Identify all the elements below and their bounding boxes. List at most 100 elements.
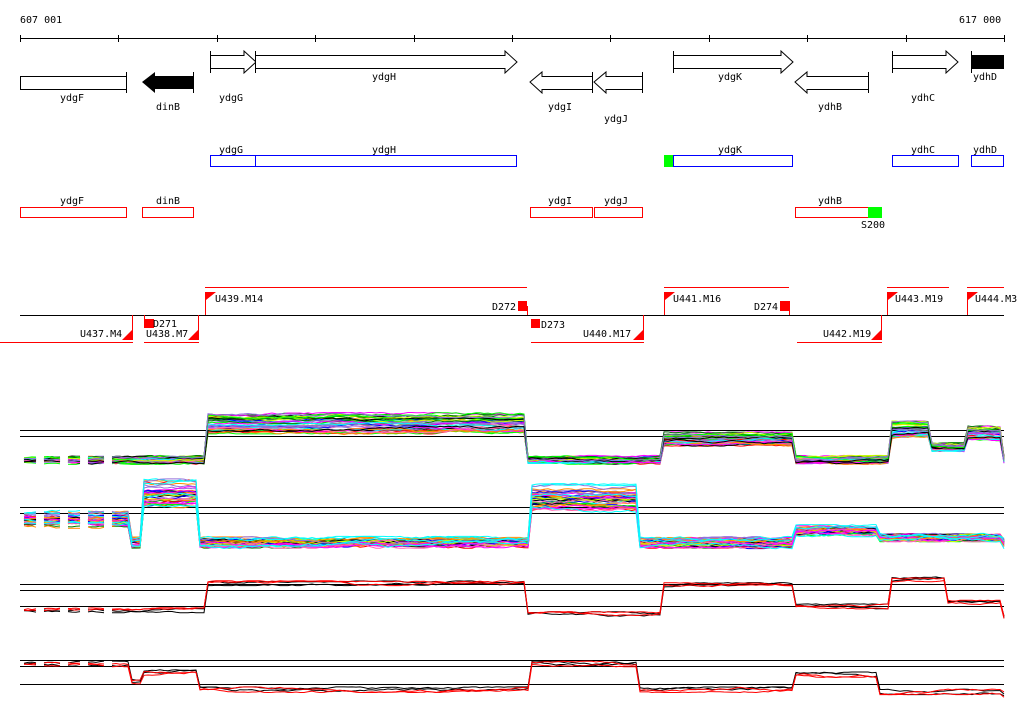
gene-label: dinB (156, 102, 180, 113)
expression-line (67, 662, 81, 664)
reverse-feature-ydgJ[interactable]: ydgJ (594, 196, 643, 218)
gene-ydgJ[interactable]: ydgJ (593, 70, 643, 125)
expression-line (68, 459, 81, 462)
gene-dinB[interactable]: dinB (142, 72, 194, 113)
unit-label[interactable]: U440.M17 (583, 329, 631, 340)
expression-line (87, 516, 105, 520)
forward-feature-ydgH[interactable]: ydgH (255, 145, 517, 167)
expression-line (87, 660, 105, 663)
gene-label: ydhB (818, 102, 842, 113)
expression-line (111, 425, 1005, 465)
gene-ydhD[interactable]: ydhD (971, 51, 1004, 83)
feature-label: dinB (156, 196, 180, 207)
expression-line (43, 458, 61, 461)
expression-line (23, 458, 37, 462)
unit-label[interactable]: U438.M7 (146, 329, 188, 340)
expression-line (111, 497, 1005, 548)
expression-line (67, 665, 81, 668)
expression-line (23, 457, 37, 460)
expression-line (23, 461, 37, 464)
terminator-label[interactable]: D272 (492, 302, 516, 313)
gene-ydgH[interactable]: ydgH (255, 49, 518, 83)
gene-ydgI[interactable]: ydgI (529, 70, 593, 113)
expression-line (67, 456, 81, 459)
feature-label: ydhC (911, 145, 935, 156)
feature-label: ydgG (219, 145, 243, 156)
feature-label: ydgI (548, 196, 572, 207)
expression-line (111, 661, 1005, 695)
expression-line (67, 510, 81, 512)
gene-label: ydgJ (604, 114, 628, 125)
expression-panel-4 (20, 660, 1005, 698)
expression-line (67, 518, 81, 521)
unit-label[interactable]: U441.M16 (673, 294, 721, 305)
expression-line (87, 664, 104, 667)
gene-ydgK[interactable]: ydgK (673, 49, 794, 83)
expression-line (23, 518, 37, 522)
terminator-label[interactable]: D274 (754, 302, 778, 313)
expression-line (43, 522, 61, 525)
forward-feature-ydhC[interactable]: ydhC (892, 145, 959, 167)
unit-label[interactable]: U444.M3 (975, 294, 1017, 305)
expression-line (87, 514, 105, 518)
expression-line (111, 498, 1005, 547)
expression-line (111, 504, 1005, 550)
unit-label[interactable]: U437.M4 (80, 329, 122, 340)
expression-line (67, 463, 81, 465)
expression-line (87, 510, 105, 514)
reverse-feature-dinB[interactable]: dinB (142, 196, 194, 218)
reverse-feature-ydhB[interactable]: ydhB (795, 196, 883, 218)
unit-label[interactable]: U439.M14 (215, 294, 263, 305)
unit-label[interactable]: U442.M19 (823, 329, 871, 340)
gene-label: ydgH (372, 72, 396, 83)
gene-ydhB[interactable]: ydhB (794, 70, 869, 113)
expression-line (67, 520, 81, 524)
expression-line (111, 421, 1005, 464)
terminator-label[interactable]: D273 (541, 320, 565, 331)
feature-label: ydgF (60, 196, 84, 207)
reverse-feature-ydgI[interactable]: ydgI (530, 196, 593, 218)
expression-line (23, 456, 37, 459)
expression-line (43, 462, 61, 465)
transcription-units-track: U439.M14 U441.M16 U443.M19 U444.M3 U437.… (0, 287, 1017, 343)
feature-label: ydhD (973, 145, 997, 156)
expression-line (67, 514, 81, 517)
forward-feature-ydhD[interactable]: ydhD (971, 145, 1004, 167)
expression-line (43, 459, 61, 463)
expression-profiles (20, 411, 1005, 698)
expression-line (43, 511, 61, 515)
terminator-label[interactable]: D271 (153, 319, 177, 330)
gene-ydgG[interactable]: ydgG (210, 49, 257, 104)
promoter-flags (122, 292, 978, 340)
expression-line (87, 510, 105, 514)
expression-line (87, 608, 105, 611)
unit-label[interactable]: U443.M19 (895, 294, 943, 305)
expression-line (23, 662, 37, 665)
gene-ydhC[interactable]: ydhC (892, 49, 959, 104)
expression-line (67, 525, 81, 528)
forward-feature-ydgK[interactable]: ydgK (664, 145, 793, 167)
axis-end-label: 617 000 (959, 15, 1001, 26)
expression-line (87, 526, 105, 529)
expression-line (43, 663, 61, 667)
expression-line (23, 511, 37, 514)
gene-ydgF[interactable]: ydgF (20, 72, 127, 104)
expression-line (87, 607, 105, 610)
forward-strand-track: ydgG ydgH ydgK ydhC ydhD (210, 145, 1004, 167)
expression-line (43, 607, 61, 610)
gene-label: ydhC (911, 93, 935, 104)
expression-line (23, 608, 37, 611)
coordinate-axis (20, 35, 1005, 42)
feature-label: ydhB (818, 196, 842, 207)
expression-line (23, 609, 37, 612)
expression-line (87, 662, 105, 667)
expression-line (67, 611, 81, 613)
forward-feature-ydgG[interactable]: ydgG (210, 145, 256, 167)
gene-label: ydgG (219, 93, 243, 104)
reverse-feature-ydgF[interactable]: ydgF (20, 196, 127, 218)
gene-label: ydhD (973, 72, 997, 83)
gene-label: ydgI (548, 102, 572, 113)
gene-label: ydgK (718, 72, 742, 83)
gene-label: ydgF (60, 93, 84, 104)
